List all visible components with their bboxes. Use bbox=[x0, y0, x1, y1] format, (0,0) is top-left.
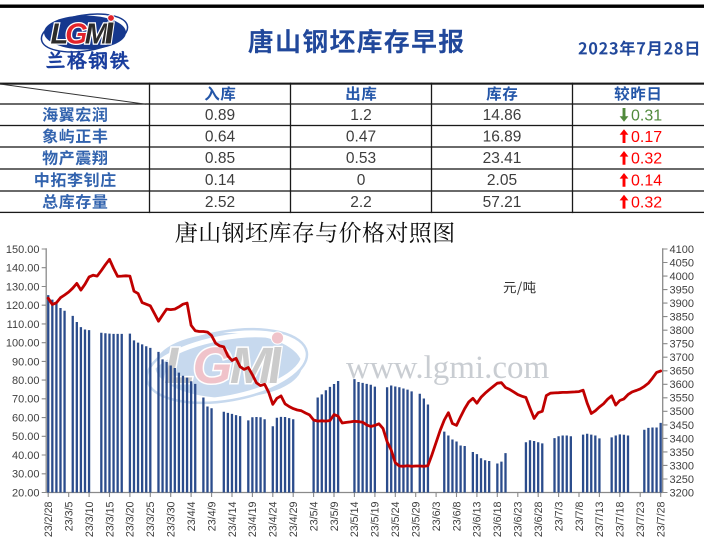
svg-text:0.85: 0.85 bbox=[205, 150, 235, 167]
svg-text:14.86: 14.86 bbox=[483, 107, 522, 124]
svg-text:80.00: 80.00 bbox=[12, 375, 40, 387]
svg-text:23/7/18: 23/7/18 bbox=[615, 501, 627, 537]
svg-text:23/5/19: 23/5/19 bbox=[370, 501, 382, 537]
svg-text:90.00: 90.00 bbox=[12, 356, 40, 368]
svg-text:140.00: 140.00 bbox=[6, 263, 40, 275]
svg-text:3600: 3600 bbox=[670, 379, 694, 391]
svg-text:23.41: 23.41 bbox=[483, 150, 522, 167]
svg-text:0.89: 0.89 bbox=[205, 107, 235, 124]
svg-text:0.47: 0.47 bbox=[346, 128, 376, 145]
svg-text:23/3/10: 23/3/10 bbox=[84, 501, 96, 537]
svg-text:23/3/5: 23/3/5 bbox=[64, 501, 76, 531]
svg-text:23/7/23: 23/7/23 bbox=[635, 501, 647, 537]
svg-text:3850: 3850 bbox=[670, 312, 694, 324]
svg-text:130.00: 130.00 bbox=[6, 281, 40, 293]
svg-text:100.00: 100.00 bbox=[6, 338, 40, 350]
svg-text:3250: 3250 bbox=[670, 474, 694, 486]
svg-text:23/5/9: 23/5/9 bbox=[329, 501, 341, 531]
svg-text:23/7/3: 23/7/3 bbox=[553, 501, 565, 531]
svg-text:110.00: 110.00 bbox=[7, 319, 40, 331]
svg-text:23/3/15: 23/3/15 bbox=[104, 501, 116, 537]
svg-text:4100: 4100 bbox=[670, 244, 694, 256]
svg-text:23/7/28: 23/7/28 bbox=[656, 501, 668, 537]
svg-text:3450: 3450 bbox=[670, 420, 694, 432]
svg-text:LGM: LGM bbox=[51, 19, 110, 51]
svg-text:3650: 3650 bbox=[670, 366, 694, 378]
svg-text:23/7/13: 23/7/13 bbox=[594, 501, 606, 537]
svg-text:23/6/18: 23/6/18 bbox=[492, 501, 504, 537]
svg-text:0.64: 0.64 bbox=[205, 128, 236, 145]
svg-text:3750: 3750 bbox=[670, 339, 694, 351]
svg-text:23/4/4: 23/4/4 bbox=[186, 501, 198, 531]
svg-text:23/6/3: 23/6/3 bbox=[431, 501, 443, 531]
svg-text:3300: 3300 bbox=[670, 460, 694, 472]
svg-text:0.32: 0.32 bbox=[631, 151, 662, 168]
svg-text:3350: 3350 bbox=[670, 447, 694, 459]
svg-text:0.32: 0.32 bbox=[631, 194, 662, 211]
svg-text:23/5/4: 23/5/4 bbox=[308, 501, 320, 531]
svg-text:23/5/29: 23/5/29 bbox=[411, 501, 423, 537]
svg-text:23/5/24: 23/5/24 bbox=[390, 501, 402, 537]
svg-text:23/4/9: 23/4/9 bbox=[206, 501, 218, 531]
svg-text:40.00: 40.00 bbox=[12, 450, 40, 462]
svg-text:3950: 3950 bbox=[670, 285, 694, 297]
svg-text:3400: 3400 bbox=[670, 433, 694, 445]
svg-text:23/6/28: 23/6/28 bbox=[533, 501, 545, 537]
svg-text:57.21: 57.21 bbox=[483, 194, 522, 211]
svg-text:0: 0 bbox=[357, 172, 366, 189]
svg-text:0.14: 0.14 bbox=[631, 173, 662, 190]
svg-text:23/6/13: 23/6/13 bbox=[472, 501, 484, 537]
svg-text:4050: 4050 bbox=[670, 257, 694, 269]
svg-text:120.00: 120.00 bbox=[6, 300, 40, 312]
svg-text:4000: 4000 bbox=[670, 271, 694, 283]
svg-text:3550: 3550 bbox=[670, 393, 694, 405]
svg-text:23/6/23: 23/6/23 bbox=[513, 501, 525, 537]
svg-text:23/4/24: 23/4/24 bbox=[268, 501, 280, 537]
svg-text:3200: 3200 bbox=[670, 487, 694, 499]
svg-text:2.05: 2.05 bbox=[487, 172, 517, 189]
svg-text:23/3/30: 23/3/30 bbox=[166, 501, 178, 537]
svg-text:23/4/14: 23/4/14 bbox=[227, 501, 239, 537]
svg-text:23/6/8: 23/6/8 bbox=[451, 501, 463, 531]
svg-text:70.00: 70.00 bbox=[12, 394, 40, 406]
svg-text:2.52: 2.52 bbox=[205, 194, 235, 211]
svg-text:20.00: 20.00 bbox=[12, 487, 40, 499]
svg-text:23/2/28: 23/2/28 bbox=[43, 501, 55, 537]
svg-text:30.00: 30.00 bbox=[12, 469, 40, 481]
svg-text:23/5/14: 23/5/14 bbox=[349, 501, 361, 537]
svg-text:2.2: 2.2 bbox=[350, 194, 372, 211]
svg-text:3900: 3900 bbox=[670, 298, 694, 310]
svg-text:3800: 3800 bbox=[670, 325, 694, 337]
svg-text:0.31: 0.31 bbox=[631, 107, 662, 124]
svg-text:60.00: 60.00 bbox=[12, 413, 40, 425]
svg-text:www.lgmi.com: www.lgmi.com bbox=[346, 350, 550, 386]
svg-text:23/3/20: 23/3/20 bbox=[125, 501, 137, 537]
svg-text:23/4/19: 23/4/19 bbox=[247, 501, 259, 537]
svg-text:150.00: 150.00 bbox=[6, 244, 40, 256]
svg-text:1.2: 1.2 bbox=[350, 107, 372, 124]
svg-text:0.53: 0.53 bbox=[346, 150, 376, 167]
svg-text:50.00: 50.00 bbox=[12, 431, 40, 443]
svg-text:23/3/25: 23/3/25 bbox=[145, 501, 157, 537]
svg-text:23/7/8: 23/7/8 bbox=[574, 501, 586, 531]
svg-text:0.17: 0.17 bbox=[631, 129, 662, 146]
svg-text:3500: 3500 bbox=[670, 406, 694, 418]
svg-text:23/4/29: 23/4/29 bbox=[288, 501, 300, 537]
svg-text:16.89: 16.89 bbox=[483, 128, 522, 145]
svg-text:0.14: 0.14 bbox=[205, 172, 236, 189]
svg-text:3700: 3700 bbox=[670, 352, 694, 364]
